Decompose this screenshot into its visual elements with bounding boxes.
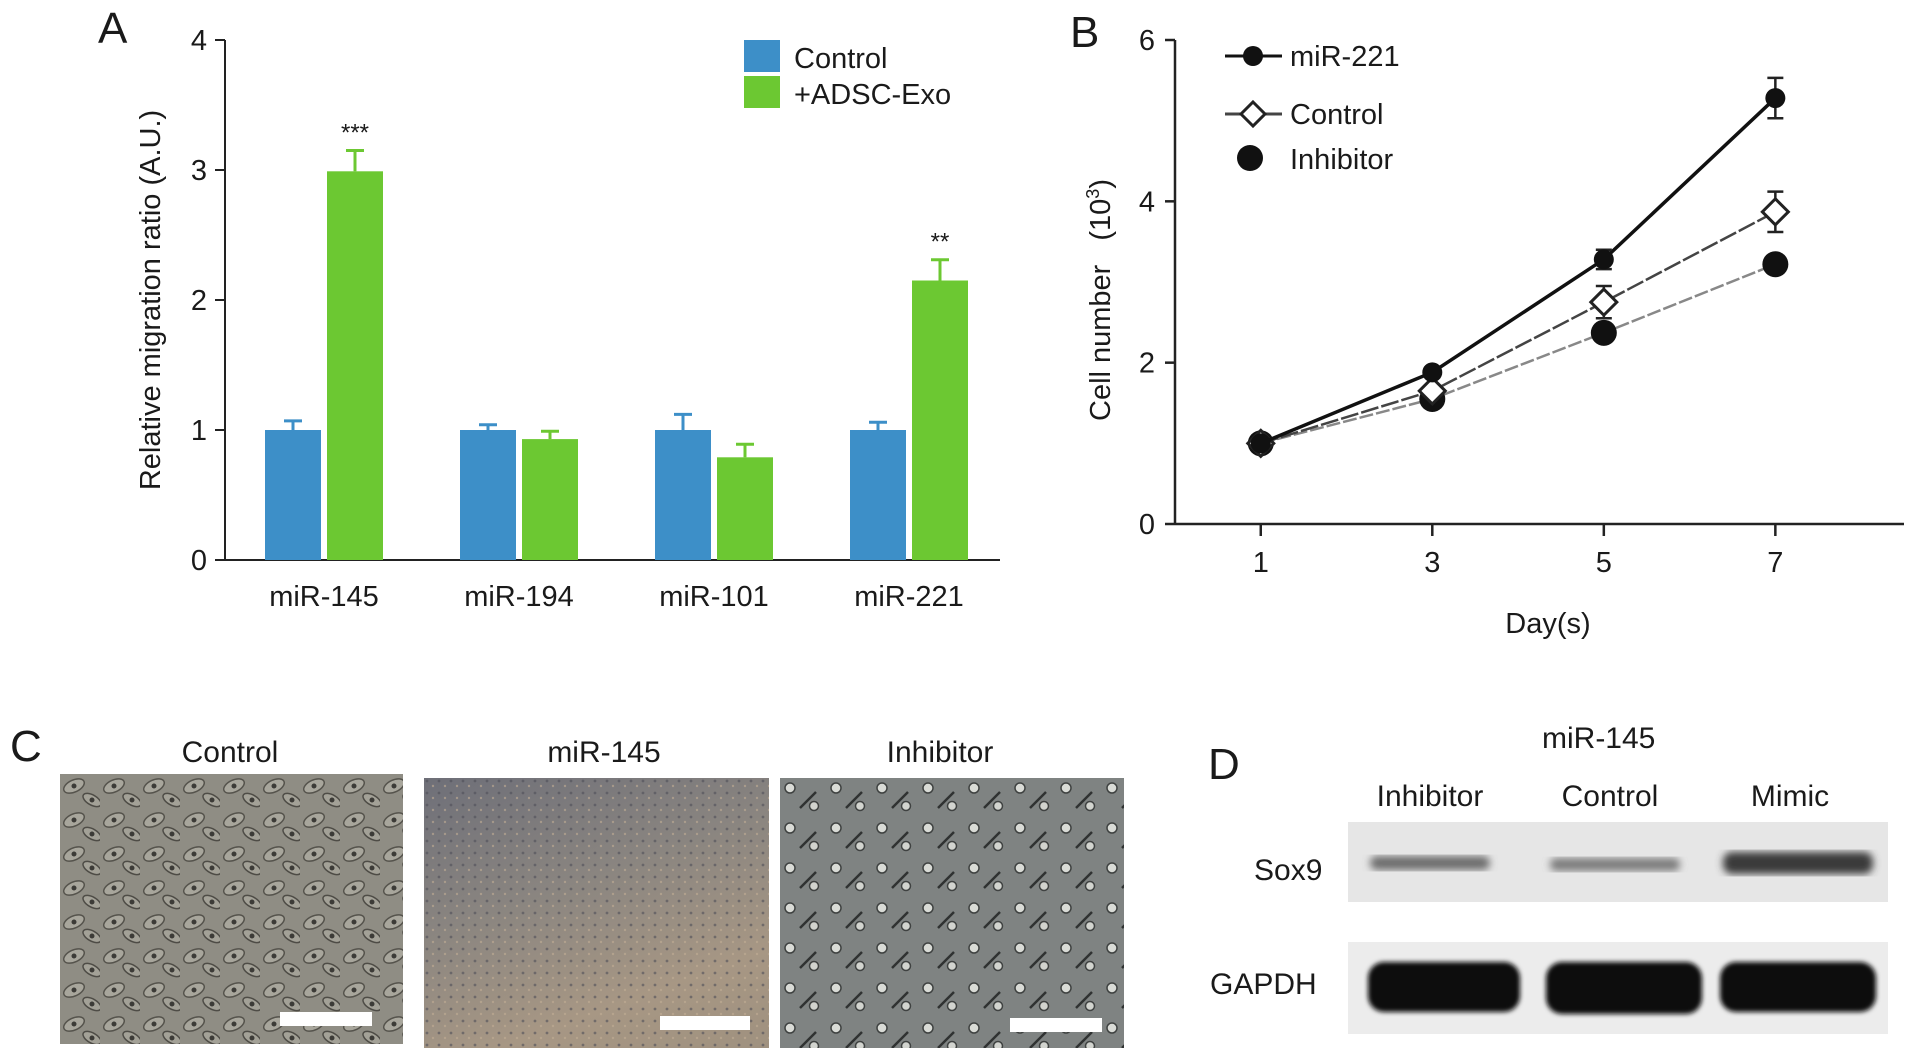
panel-label-b: B — [1070, 8, 1100, 57]
micrograph-title-inhibitor: Inhibitor — [886, 736, 994, 769]
y-tick-label: 0 — [191, 545, 207, 577]
bar-chart-migration: Relative migration ratio (A.U.) 0 1 2 3 4 mi… — [135, 25, 1000, 613]
legend-marker-mir-221 — [1243, 46, 1263, 66]
y-tick-label: 3 — [191, 155, 207, 187]
sox9-band-mimic — [1723, 852, 1873, 874]
data-point-circle — [1765, 88, 1786, 109]
x-tick-label: miR-145 — [269, 581, 379, 613]
legend-label-adsc-exo: +ADSC-Exo — [794, 79, 951, 111]
legend-marker-inhibitor — [1237, 145, 1263, 171]
gapdh-band-inhibitor — [1368, 962, 1520, 1012]
x-tick-label: 3 — [1424, 547, 1440, 579]
sox9-band-control — [1550, 858, 1680, 871]
western-blot — [1348, 822, 1888, 1034]
x-tick-label: miR-221 — [854, 581, 964, 613]
y-axis-label-unit: (10 — [1085, 199, 1117, 241]
y-axis-label-close: ) — [1085, 179, 1117, 189]
legend-swatch-adsc-exo — [744, 76, 780, 108]
sox9-band-inhibitor — [1370, 856, 1490, 870]
x-tick-label: miR-194 — [464, 581, 574, 613]
scale-bar — [660, 1016, 750, 1030]
panel-label-c: C — [10, 722, 42, 771]
bar-control — [460, 430, 516, 560]
blot-row-label-sox9: Sox9 — [1254, 854, 1323, 887]
y-tick-label: 2 — [191, 285, 207, 317]
data-point-circle — [1422, 362, 1443, 383]
scale-bar — [280, 1012, 372, 1026]
bar-control — [850, 430, 906, 560]
y-axis-label-main: Cell number — [1085, 264, 1117, 421]
data-point-circle — [1593, 249, 1614, 270]
lane-label-inhibitor: Inhibitor — [1376, 780, 1484, 813]
cell-texture-inhibitor — [780, 778, 1124, 1048]
panel-label-a: A — [98, 4, 128, 53]
x-tick-label: 1 — [1253, 547, 1269, 579]
y-axis-label: Relative migration ratio (A.U.) — [135, 110, 167, 490]
data-point-diamond — [1588, 287, 1619, 318]
blot-row-label-gapdh: GAPDH — [1210, 968, 1317, 1001]
y-tick-label: 0 — [1139, 509, 1155, 541]
bar-adsc-exo — [717, 457, 773, 560]
x-tick-label: 7 — [1767, 547, 1783, 579]
bar-adsc-exo — [327, 171, 383, 561]
legend-label-control: Control — [1290, 99, 1384, 131]
cell-texture-control — [60, 774, 403, 1044]
line-mir-221 — [1260, 96, 1777, 445]
line-control — [1260, 210, 1776, 445]
data-point-diamond — [1417, 375, 1448, 407]
bar-control — [655, 430, 711, 560]
micrograph-title-mir-145: miR-145 — [547, 736, 661, 769]
micrograph-title-control: Control — [181, 736, 279, 769]
blot-group-label: miR-145 — [1542, 722, 1656, 755]
lane-label-mimic: Mimic — [1750, 780, 1830, 813]
panel-label-d: D — [1208, 740, 1240, 789]
legend-label-inhibitor: Inhibitor — [1290, 144, 1394, 176]
significance-marker: ** — [931, 229, 950, 256]
data-point-circle — [1590, 319, 1617, 346]
x-tick-label: 5 — [1596, 547, 1612, 579]
y-tick-label: 6 — [1139, 25, 1155, 57]
x-tick-label: miR-101 — [659, 581, 769, 613]
bar-adsc-exo — [912, 280, 968, 560]
legend-label-control: Control — [794, 43, 888, 75]
micrograph-control — [60, 774, 403, 1044]
legend-label-mir-221: miR-221 — [1290, 41, 1400, 73]
y-axis-label-exp: 3 — [1083, 189, 1103, 199]
legend-marker-control — [1238, 99, 1268, 129]
bar-adsc-exo — [522, 439, 578, 560]
gapdh-band-mimic — [1720, 962, 1876, 1012]
bar-control — [265, 430, 321, 560]
x-axis-label: Day(s) — [1505, 608, 1590, 640]
y-tick-label: 1 — [191, 415, 207, 447]
y-tick-label: 4 — [1139, 186, 1155, 218]
legend-swatch-control — [744, 40, 780, 72]
micrograph-inhibitor — [780, 778, 1124, 1048]
data-point-circle — [1250, 433, 1271, 454]
lane-label-control: Control — [1561, 780, 1659, 813]
gapdh-band-control — [1546, 962, 1702, 1014]
y-tick-label: 4 — [191, 25, 207, 57]
data-point-diamond — [1760, 196, 1791, 227]
y-axis-label: Cell number (103) — [1083, 179, 1117, 421]
cell-texture-mir-145 — [424, 778, 769, 1048]
significance-marker: *** — [341, 120, 369, 147]
micrograph-mir-145 — [424, 778, 769, 1048]
scale-bar — [1010, 1018, 1102, 1032]
data-point-circle — [1762, 251, 1789, 278]
y-tick-label: 2 — [1139, 348, 1155, 380]
line-inhibitor — [1260, 263, 1776, 445]
